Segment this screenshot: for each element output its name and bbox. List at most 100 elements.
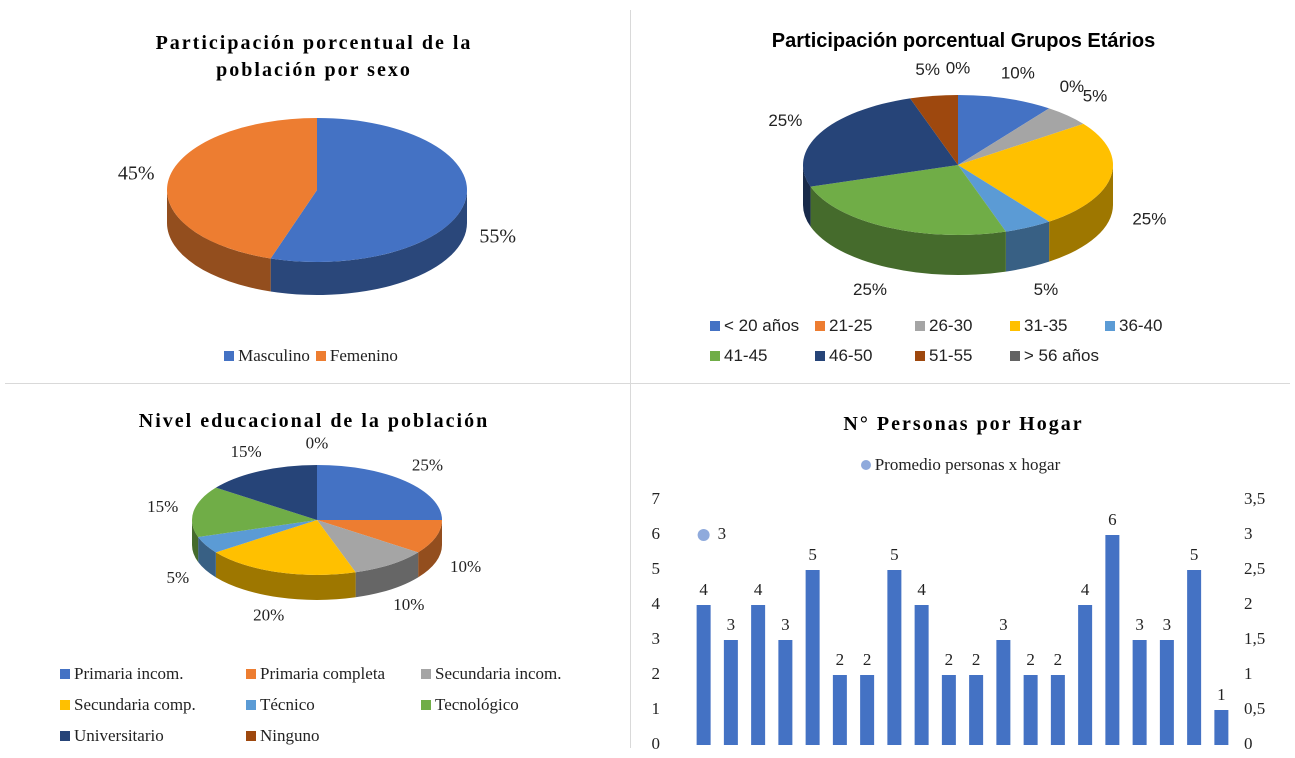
legend-item: 36-40 [1105, 316, 1184, 336]
pie-slice [803, 98, 958, 187]
chart: 10%0%5%25%5%25%25%5% 0% [768, 59, 1166, 299]
legend-label: Promedio personas x hogar [874, 455, 1061, 474]
legend-item: Técnico [246, 695, 415, 715]
data-label: 4 [917, 580, 926, 599]
legend-item: 21-25 [815, 316, 909, 336]
separator [630, 10, 631, 748]
data-label: 20% [253, 606, 284, 625]
pie-slice [270, 118, 467, 262]
data-label: 3 [999, 615, 1008, 634]
legend-label: 51-55 [929, 346, 973, 365]
legend-item: > 56 años [1010, 346, 1099, 366]
y2-tick-label: 0,5 [1244, 699, 1265, 718]
legend-swatch [710, 351, 720, 361]
pie-slice [198, 520, 317, 553]
legend-item: 51-55 [915, 346, 1004, 366]
data-label: 45% [118, 163, 155, 185]
pie-slice [317, 520, 442, 553]
data-label: 5% [166, 568, 189, 587]
legend-item: < 20 años [710, 316, 809, 336]
legend-swatch [315, 351, 326, 361]
legend-swatch [246, 700, 256, 710]
separator [5, 383, 1290, 384]
bar [914, 605, 929, 745]
data-label: 3 [718, 524, 727, 543]
y2-tick-label: 0 [1244, 734, 1253, 753]
data-label: 5 [1190, 545, 1199, 564]
legend-swatch [421, 700, 431, 710]
data-label: 25% [768, 111, 802, 130]
legend-swatch [1010, 321, 1020, 331]
legend-label: 26-30 [929, 316, 973, 335]
data-label: 25% [1132, 209, 1166, 228]
legend-label: Técnico [260, 695, 315, 714]
legend-label: 21-25 [829, 316, 873, 335]
chart-title: Nivel educacional de la población [138, 410, 490, 432]
legend-swatch [246, 731, 256, 741]
y2-tick-label: 3 [1244, 524, 1253, 543]
legend-item: Femenino [315, 346, 398, 366]
legend-swatch [60, 731, 70, 741]
data-label: 0% [946, 59, 971, 78]
data-label: 2 [836, 650, 845, 669]
pie-slice [810, 165, 1006, 236]
data-label: 15% [147, 497, 178, 516]
data-label: 2 [972, 650, 981, 669]
pie-slice [167, 118, 317, 259]
pie-slice [215, 465, 317, 520]
y-tick-label: 5 [652, 559, 661, 578]
bar [1050, 675, 1065, 745]
legend-item: 26-30 [915, 316, 1004, 336]
legend-item: 46-50 [815, 346, 909, 366]
pie-slice [317, 520, 419, 573]
legend-item: Tecnológico [421, 695, 595, 715]
y-tick-label: 7 [652, 489, 661, 508]
bar [805, 570, 820, 745]
pie-slice [958, 123, 1113, 222]
legend-label: Tecnológico [435, 695, 519, 714]
bar [1023, 675, 1038, 745]
legend-swatch [1010, 351, 1020, 361]
legend-swatch [915, 351, 925, 361]
pie-slice-side [192, 520, 199, 562]
pie-slice [958, 95, 1050, 165]
pie-slice-side [215, 552, 356, 600]
pie-slice-side [198, 536, 216, 578]
chart-title: Participación porcentual de la población… [155, 32, 473, 81]
chart-panel: 25% 10% 10% 20% 5% 15% 15% 0% Nivel educacional… [0, 385, 628, 758]
y2-tick-label: 2,5 [1244, 559, 1265, 578]
pie-slice-side [803, 165, 811, 227]
chart-panel: 0 1 2 3 4 5 6 7 0 0,5 1 1,5 2 2,5 3 3,5 4 3 4 3 5 2 2 5 4 2 2 3 2 2 4 6… [632, 385, 1295, 758]
data-label: 2 [863, 650, 872, 669]
scatter-point [697, 529, 710, 541]
legend-item: Primaria completa [246, 664, 415, 684]
legend-swatch [915, 321, 925, 331]
pie-slice [958, 165, 1050, 232]
data-label: 3 [1135, 615, 1144, 634]
y-tick-label: 4 [652, 594, 661, 613]
y2-tick-label: 1 [1244, 664, 1253, 683]
bar [860, 675, 875, 745]
legend-item: 31-35 [1010, 316, 1099, 336]
pie-slice [317, 465, 442, 520]
legend-swatch [421, 669, 431, 679]
bar [1078, 605, 1093, 745]
y-tick-label: 0 [652, 734, 661, 753]
bar [1105, 535, 1120, 745]
data-label: 0% [1060, 77, 1085, 96]
legend-item: Ninguno [246, 726, 415, 746]
bar [723, 640, 738, 745]
legend-label: 46-50 [829, 346, 873, 365]
pie-slice [215, 520, 356, 575]
legend-label: 31-35 [1024, 316, 1068, 335]
pie-slice-side [270, 190, 467, 295]
y2-tick-label: 1,5 [1244, 629, 1265, 648]
data-label: 4 [754, 580, 763, 599]
data-label: 2 [1054, 650, 1063, 669]
legend: Masculino Femenino [0, 346, 628, 366]
legend-swatch [815, 351, 825, 361]
bar [941, 675, 956, 745]
bar [1159, 640, 1174, 745]
pie-slice-side [167, 190, 271, 292]
data-label: 3 [781, 615, 790, 634]
